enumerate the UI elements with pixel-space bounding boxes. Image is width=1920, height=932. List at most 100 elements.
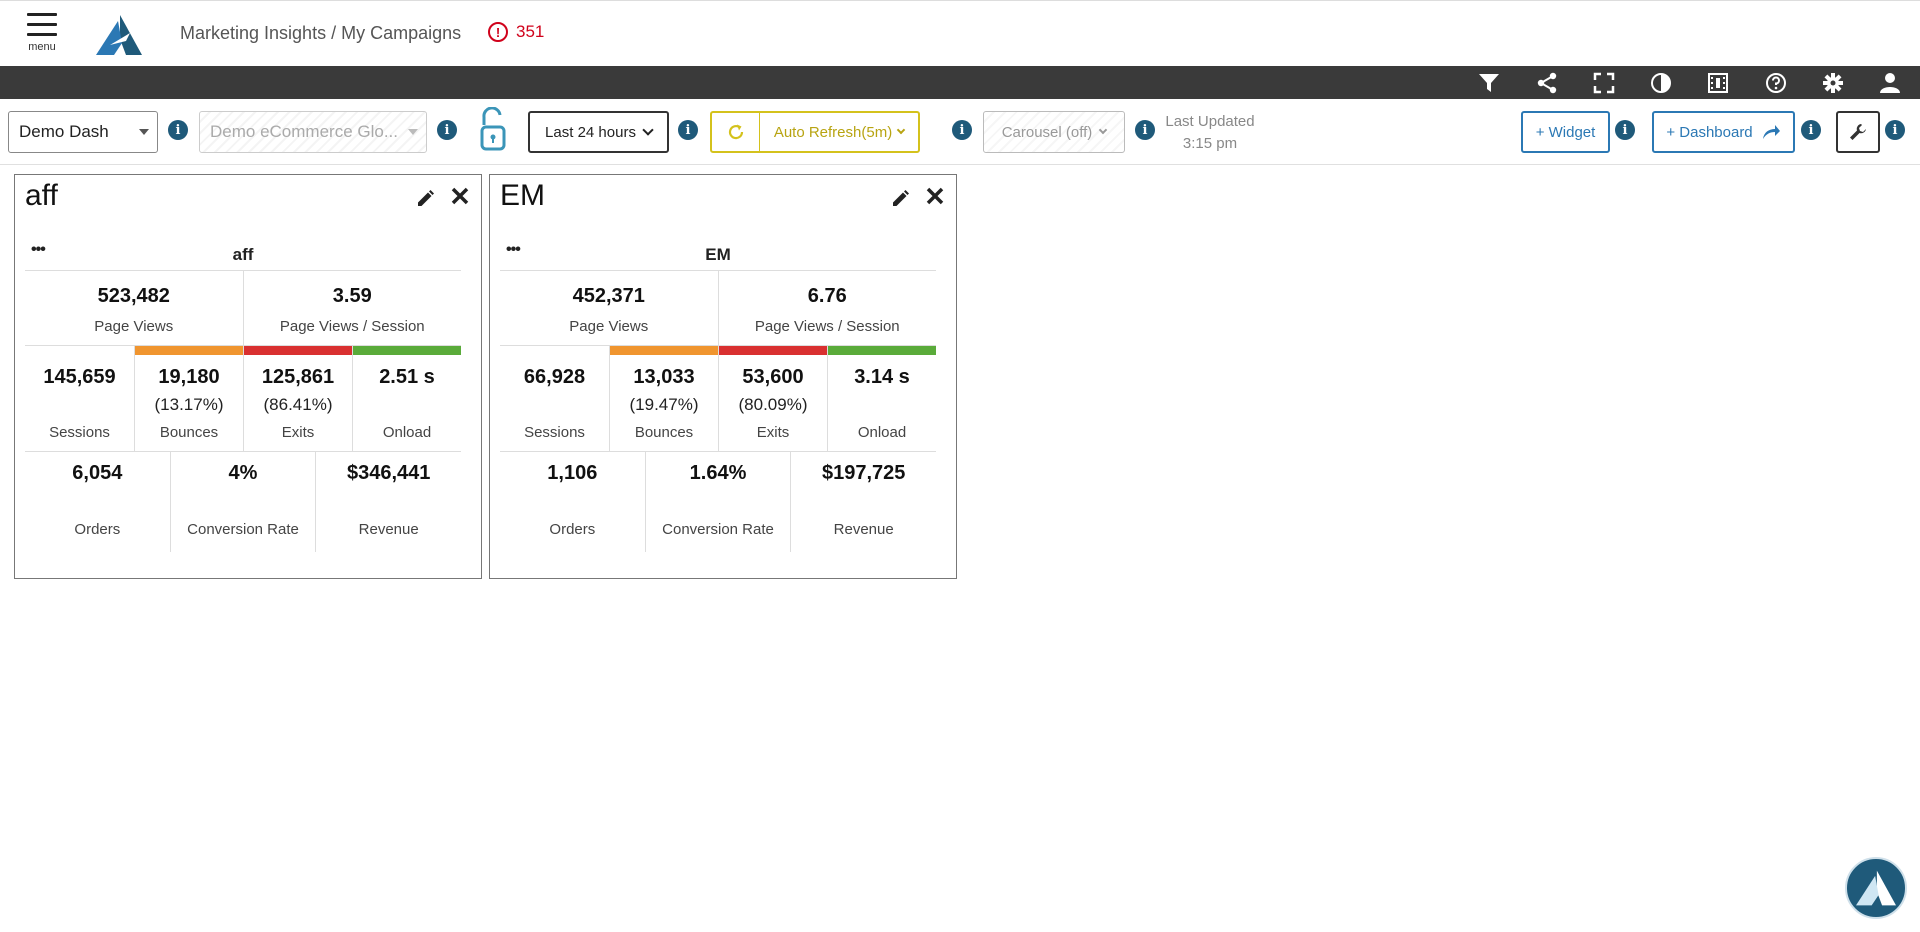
top-header: menu Marketing Insights / My Campaigns !…: [0, 0, 1920, 66]
metric-percent: (86.41%): [263, 395, 333, 414]
time-range-button[interactable]: Last 24 hours: [528, 111, 669, 153]
metric-value: 19,180: [158, 366, 220, 388]
metric-value: 523,482: [97, 285, 170, 307]
info-icon[interactable]: i: [1801, 120, 1821, 140]
wrench-button[interactable]: [1836, 111, 1880, 153]
metric-label: Onload: [382, 424, 432, 441]
edit-icon[interactable]: [415, 189, 435, 209]
controls-bar: Demo Dash i Demo eCommerce Glo... i Last…: [0, 99, 1920, 165]
metric-pv-per-session: 3.59 Page Views / Session: [242, 271, 462, 345]
metric-value: 3.59: [332, 285, 372, 307]
widget-card: aff ••• aff 523,482 Page Views 3.59 Page…: [14, 174, 482, 579]
more-options-icon[interactable]: •••: [31, 241, 46, 258]
edit-icon[interactable]: [890, 189, 910, 209]
info-icon[interactable]: i: [168, 120, 188, 140]
fullscreen-icon[interactable]: [1592, 71, 1616, 95]
filter-icon[interactable]: [1477, 71, 1501, 95]
metric-label: Conversion Rate: [187, 521, 299, 538]
alert-count: 351: [516, 22, 545, 41]
time-range-label: Last 24 hours: [545, 123, 636, 141]
metrics-row-bottom: 6,054 Orders 4% Conversion Rate $346,441…: [25, 452, 461, 552]
chevron-down-icon: [1099, 125, 1108, 134]
auto-refresh-dropdown[interactable]: Auto Refresh(5m): [760, 113, 918, 151]
metrics-row-top: 452,371 Page Views 6.76 Page Views / Ses…: [500, 271, 936, 346]
metric-bounces: 19,180 (13.17%) Bounces: [134, 346, 243, 451]
info-icon[interactable]: i: [437, 120, 457, 140]
app-select[interactable]: Demo eCommerce Glo...: [199, 111, 427, 153]
metric-value: 2.51 s: [379, 366, 435, 388]
carousel-label: Carousel (off): [1001, 123, 1093, 141]
info-icon[interactable]: i: [678, 120, 698, 140]
metric-value: 13,033: [633, 366, 695, 388]
metric-bounces: 13,033 (19.47%) Bounces: [609, 346, 718, 451]
metric-conversion-rate: 4% Conversion Rate: [169, 452, 316, 552]
add-dashboard-button[interactable]: + Dashboard: [1652, 111, 1795, 153]
metrics-row-middle: 66,928 Sessions 13,033 (19.47%) Bounces …: [500, 346, 936, 452]
metric-label: Page Views / Session: [279, 318, 425, 335]
metric-label: Sessions: [49, 424, 110, 441]
app-select-value: Demo eCommerce Glo...: [210, 122, 398, 141]
metric-value: 3.14 s: [854, 366, 910, 388]
metric-pv-per-session: 6.76 Page Views / Session: [717, 271, 937, 345]
auto-refresh-label: Auto Refresh(5m): [773, 123, 893, 141]
share-arrow-icon: [1762, 125, 1780, 139]
metric-value: 145,659: [43, 366, 116, 388]
widget-name: EM: [705, 245, 731, 264]
widget-name: aff: [232, 245, 254, 264]
info-icon[interactable]: i: [952, 120, 972, 140]
wrench-icon: [1850, 124, 1866, 140]
last-updated: Last Updated 3:15 pm: [1160, 111, 1260, 155]
close-icon[interactable]: [924, 185, 946, 207]
carousel-dropdown[interactable]: Carousel (off): [983, 111, 1125, 153]
add-dashboard-label: + Dashboard: [1666, 123, 1753, 141]
metric-value: 6.76: [807, 285, 847, 307]
metric-onload: 3.14 s Onload: [827, 346, 936, 451]
metric-exits: 53,600 (80.09%) Exits: [718, 346, 827, 451]
metric-conversion-rate: 1.64% Conversion Rate: [644, 452, 791, 552]
onload-color-bar: [353, 346, 461, 355]
metrics-row-bottom: 1,106 Orders 1.64% Conversion Rate $197,…: [500, 452, 936, 552]
dashboard-select[interactable]: Demo Dash: [8, 111, 158, 153]
refresh-button[interactable]: [712, 113, 760, 151]
metric-label: Bounces: [159, 424, 219, 441]
metric-label: Exits: [281, 424, 315, 441]
metric-label: Revenue: [358, 521, 419, 538]
metric-value: 125,861: [261, 366, 335, 388]
share-icon[interactable]: [1535, 71, 1559, 95]
breadcrumb[interactable]: Marketing Insights / My Campaigns: [180, 23, 462, 43]
chevron-down-icon: [896, 125, 906, 134]
more-options-icon[interactable]: •••: [506, 241, 521, 258]
menu-button[interactable]: menu: [22, 13, 62, 63]
metric-value: $346,441: [346, 462, 431, 484]
unlock-icon[interactable]: [476, 107, 510, 151]
exit-color-bar: [244, 346, 352, 355]
chevron-down-icon: [139, 129, 149, 135]
metric-label: Onload: [857, 424, 907, 441]
info-icon[interactable]: i: [1885, 120, 1905, 140]
alert-indicator[interactable]: ! 351: [488, 22, 544, 42]
metric-percent: (80.09%): [738, 395, 808, 414]
widget-title: aff: [25, 179, 58, 212]
contrast-icon[interactable]: [1649, 71, 1673, 95]
auto-refresh-control: Auto Refresh(5m): [710, 111, 920, 153]
add-widget-button[interactable]: + Widget: [1521, 111, 1610, 153]
dashboard-select-value: Demo Dash: [19, 122, 109, 141]
info-icon[interactable]: i: [1135, 120, 1155, 140]
metric-sessions: 66,928 Sessions: [500, 346, 609, 451]
metric-label: Exits: [756, 424, 790, 441]
metric-page-views: 452,371 Page Views: [500, 271, 718, 345]
close-icon[interactable]: [449, 185, 471, 207]
film-icon[interactable]: [1706, 71, 1730, 95]
assistant-fab-button[interactable]: [1845, 857, 1907, 919]
info-icon[interactable]: i: [1615, 120, 1635, 140]
chevron-down-icon: [642, 123, 654, 136]
help-icon[interactable]: [1764, 71, 1788, 95]
user-icon[interactable]: [1878, 71, 1902, 95]
metric-page-views: 523,482 Page Views: [25, 271, 243, 345]
metric-onload: 2.51 s Onload: [352, 346, 461, 451]
logo[interactable]: [96, 15, 142, 55]
settings-icon[interactable]: [1821, 71, 1845, 95]
metric-value: $197,725: [821, 462, 906, 484]
logo-icon: [1856, 870, 1896, 906]
metric-percent: (19.47%): [629, 395, 699, 414]
